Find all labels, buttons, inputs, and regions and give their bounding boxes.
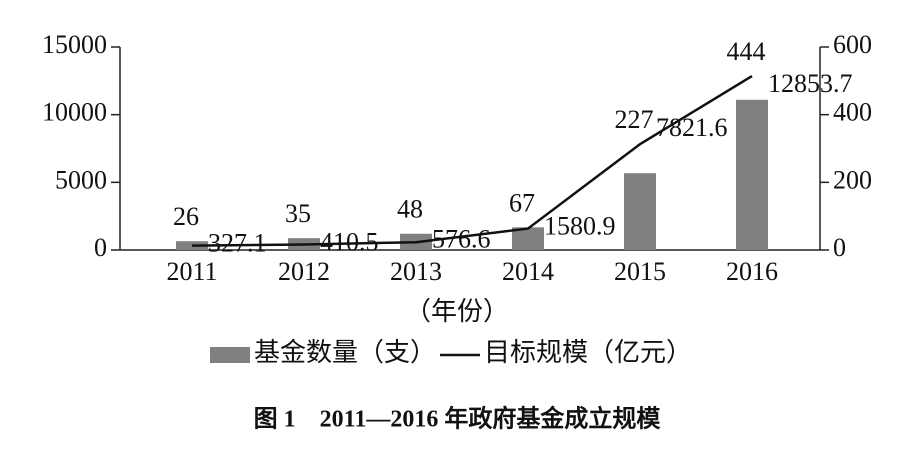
- y2-tick-label: 400: [833, 98, 872, 127]
- bar-value-label: 67: [509, 188, 535, 217]
- x-tick-label: 2011: [166, 257, 217, 286]
- x-tick-label: 2013: [390, 257, 442, 286]
- y-tick-label: 15000: [42, 30, 107, 59]
- x-tick-label: 2012: [278, 257, 330, 286]
- y-tick-label: 10000: [42, 98, 107, 127]
- y2-tick-label: 200: [833, 165, 872, 194]
- bar: [624, 173, 656, 250]
- y-tick-label: 5000: [55, 165, 107, 194]
- y2-tick-label: 600: [833, 30, 872, 59]
- line: [191, 74, 753, 247]
- line-value-label: 12853.7: [768, 69, 853, 98]
- line-value-label: 327.1: [208, 229, 267, 258]
- x-tick-label: 2014: [502, 257, 554, 286]
- x-tick-label: 2015: [614, 257, 666, 286]
- bar-value-label: 26: [173, 202, 199, 231]
- bar-value-label: 444: [727, 37, 766, 66]
- x-axis-label: （年份）: [405, 297, 509, 326]
- line-value-label: 410.5: [320, 227, 379, 256]
- y-tick-label: 0: [94, 233, 107, 262]
- bar: [512, 227, 544, 250]
- bar-value-label: 48: [397, 195, 423, 224]
- bar-value-label: 227: [615, 105, 654, 134]
- y2-tick-label: 0: [833, 233, 846, 262]
- line-value-label: 576.6: [432, 225, 491, 254]
- bar-value-label: 35: [285, 199, 311, 228]
- legend-swatch: [210, 347, 250, 363]
- line-value-label: 1580.9: [544, 212, 616, 241]
- x-tick-label: 2016: [726, 257, 778, 286]
- line-value-label: 7821.6: [656, 113, 728, 142]
- bar: [176, 241, 208, 250]
- bar: [736, 99, 768, 250]
- legend-label: 目标规模（亿元）: [484, 338, 692, 367]
- chart-title: 图 1 2011—2016 年政府基金成立规模: [254, 405, 662, 433]
- legend-label: 基金数量（支）: [254, 338, 436, 367]
